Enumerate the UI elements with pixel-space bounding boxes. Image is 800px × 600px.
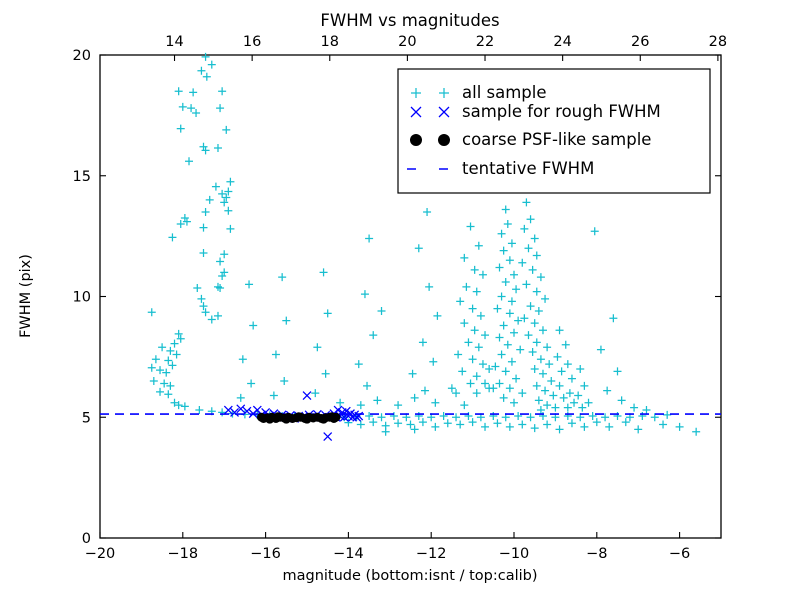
legend-item-label: tentative FWHM: [462, 159, 594, 178]
bottom-axis-ticks: −20 −18 −16 −14 −12 −10 −8 −6: [85, 532, 690, 562]
y-tick-label: 5: [82, 410, 91, 426]
top-tick-label: 20: [398, 34, 416, 50]
legend-item: tentative FWHM: [407, 159, 594, 178]
x-tick-label: −12: [416, 546, 447, 562]
x-tick-label: −14: [333, 546, 364, 562]
top-tick-label: 26: [631, 34, 649, 50]
y-tick-label: 15: [73, 169, 91, 185]
legend-item: all sample: [411, 83, 547, 102]
x-tick-label: −10: [499, 546, 530, 562]
top-tick-label: 28: [709, 34, 727, 50]
x-tick-label: −20: [85, 546, 116, 562]
chart-title: FWHM vs magnitudes: [320, 11, 499, 30]
legend-item-label: sample for rough FWHM: [462, 102, 661, 121]
x-tick-label: −6: [669, 546, 690, 562]
top-tick-label: 18: [321, 34, 339, 50]
x-tick-label: −18: [167, 546, 198, 562]
left-axis-ticks: 0 5 10 15 20: [73, 48, 106, 547]
legend-item: coarse PSF-like sample: [410, 130, 651, 149]
x-tick-label: −16: [250, 546, 281, 562]
top-axis-ticks: 14 16 18 20 22 24 26 28: [165, 34, 727, 61]
y-tick-label: 0: [82, 531, 91, 547]
right-axis-ticks: [715, 54, 721, 539]
top-tick-label: 24: [553, 34, 571, 50]
x-axis-label: magnitude (bottom:isnt / top:calib): [282, 568, 537, 584]
top-tick-label: 16: [243, 34, 261, 50]
legend-item-label: all sample: [462, 83, 547, 102]
legend-item-label: coarse PSF-like sample: [462, 130, 651, 149]
legend-item: sample for rough FWHM: [410, 102, 661, 121]
y-tick-label: 10: [73, 290, 91, 306]
top-tick-label: 14: [165, 34, 183, 50]
series-coarse-psf-like-sample: [256, 412, 341, 424]
x-tick-label: −8: [586, 546, 607, 562]
y-tick-label: 20: [73, 48, 91, 64]
legend-box: [397, 68, 711, 194]
y-axis-label: FWHM (pix): [18, 254, 34, 338]
top-tick-label: 22: [476, 34, 494, 50]
